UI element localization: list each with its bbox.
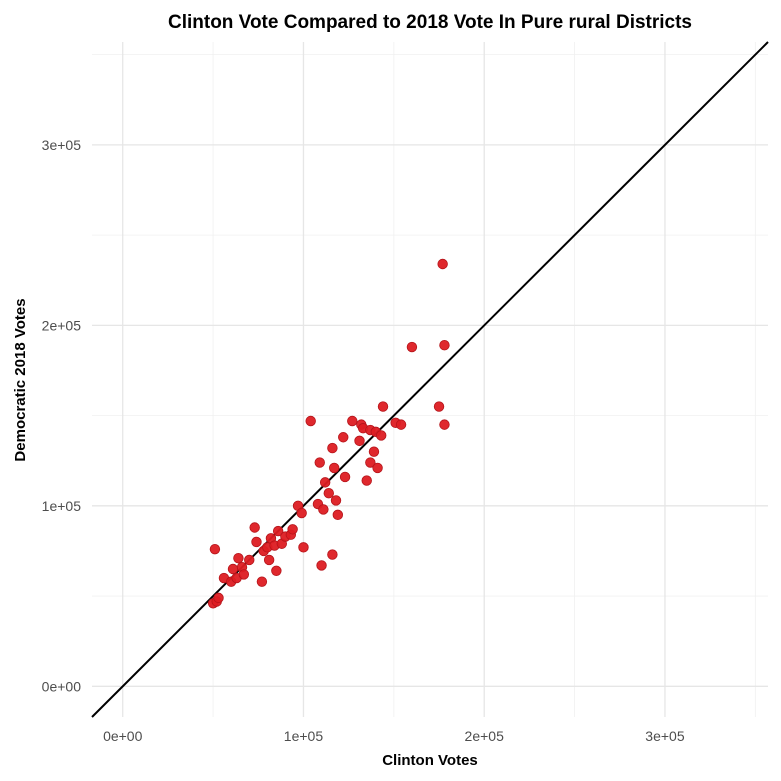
data-point xyxy=(406,341,418,353)
data-point xyxy=(433,401,445,412)
data-point xyxy=(305,415,316,427)
data-point xyxy=(256,576,268,587)
x-tick-label: 0e+00 xyxy=(103,728,143,744)
data-point xyxy=(209,543,221,555)
data-point xyxy=(375,430,387,441)
x-axis-label: Clinton Votes xyxy=(382,752,478,769)
x-tick-label: 3e+05 xyxy=(645,728,685,744)
x-tick-label: 2e+05 xyxy=(465,728,505,744)
data-point xyxy=(361,475,372,486)
y-tick-label: 1e+05 xyxy=(42,498,82,514)
data-point xyxy=(244,554,255,566)
data-point xyxy=(354,435,365,447)
data-point xyxy=(319,477,331,488)
data-point xyxy=(314,457,325,468)
data-point xyxy=(365,457,376,468)
reference-line xyxy=(91,41,769,718)
data-point xyxy=(233,552,244,564)
data-point xyxy=(213,592,224,604)
data-point xyxy=(271,565,282,577)
tick-labels: 0e+00 1e+05 2e+05 3e+05 0e+00 1e+05 2e+05 3e+05 xyxy=(42,137,685,744)
data-point xyxy=(439,419,450,430)
data-point xyxy=(251,536,262,548)
data-point xyxy=(238,569,250,580)
data-point xyxy=(249,522,260,533)
data-point xyxy=(332,509,344,521)
y-tick-label: 2e+05 xyxy=(42,317,82,333)
data-point xyxy=(316,560,327,571)
data-point xyxy=(368,446,380,457)
data-point xyxy=(227,563,239,575)
data-point xyxy=(263,554,275,566)
points-layer xyxy=(207,258,450,609)
data-point xyxy=(327,549,338,560)
chart-title: Clinton Vote Compared to 2018 Vote In Pu… xyxy=(168,12,692,33)
data-point xyxy=(287,524,298,535)
data-point xyxy=(377,401,389,412)
data-point xyxy=(298,542,309,553)
x-tick-label: 1e+05 xyxy=(284,728,324,744)
data-point xyxy=(296,507,307,519)
grid xyxy=(92,42,768,717)
data-point xyxy=(437,258,448,270)
data-point xyxy=(347,415,358,427)
reference-line-layer xyxy=(91,41,769,718)
data-point xyxy=(329,462,340,474)
y-tick-label: 0e+00 xyxy=(42,678,82,694)
data-point xyxy=(323,488,334,499)
data-point xyxy=(338,432,349,443)
data-point xyxy=(330,495,342,506)
data-point xyxy=(372,462,383,474)
data-point xyxy=(327,442,338,454)
data-point xyxy=(272,525,284,537)
data-point xyxy=(395,419,407,430)
y-tick-label: 3e+05 xyxy=(42,137,82,153)
data-point xyxy=(439,340,450,351)
data-point xyxy=(318,504,329,515)
y-axis-label: Democratic 2018 Votes xyxy=(12,298,29,461)
data-point xyxy=(339,471,351,483)
